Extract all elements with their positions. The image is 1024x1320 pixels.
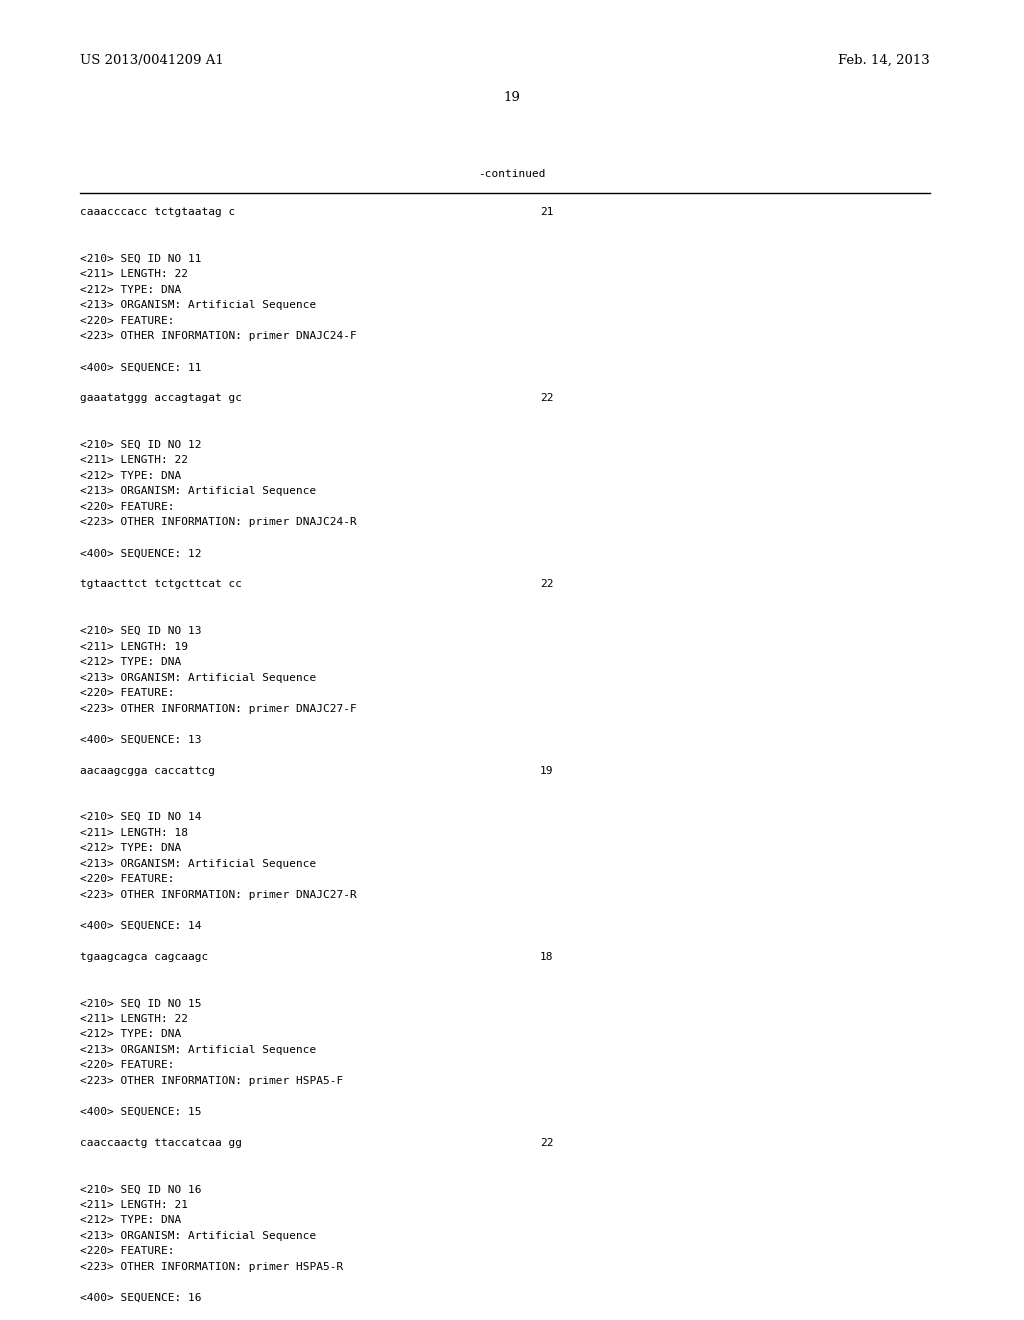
Text: <213> ORGANISM: Artificial Sequence: <213> ORGANISM: Artificial Sequence — [80, 1232, 316, 1241]
Text: <220> FEATURE:: <220> FEATURE: — [80, 874, 174, 884]
Text: <220> FEATURE:: <220> FEATURE: — [80, 315, 174, 326]
Text: gaaatatggg accagtagat gc: gaaatatggg accagtagat gc — [80, 393, 242, 404]
Text: <211> LENGTH: 18: <211> LENGTH: 18 — [80, 828, 187, 838]
Text: -continued: -continued — [478, 169, 546, 178]
Text: aacaagcgga caccattcg: aacaagcgga caccattcg — [80, 766, 215, 776]
Text: <212> TYPE: DNA: <212> TYPE: DNA — [80, 1216, 181, 1225]
Text: US 2013/0041209 A1: US 2013/0041209 A1 — [80, 54, 223, 66]
Text: <213> ORGANISM: Artificial Sequence: <213> ORGANISM: Artificial Sequence — [80, 1045, 316, 1055]
Text: <223> OTHER INFORMATION: primer DNAJC27-F: <223> OTHER INFORMATION: primer DNAJC27-… — [80, 704, 356, 714]
Text: <213> ORGANISM: Artificial Sequence: <213> ORGANISM: Artificial Sequence — [80, 673, 316, 682]
Text: tgtaacttct tctgcttcat cc: tgtaacttct tctgcttcat cc — [80, 579, 242, 590]
Text: <220> FEATURE:: <220> FEATURE: — [80, 688, 174, 698]
Text: <213> ORGANISM: Artificial Sequence: <213> ORGANISM: Artificial Sequence — [80, 859, 316, 869]
Text: <220> FEATURE:: <220> FEATURE: — [80, 1060, 174, 1071]
Text: <400> SEQUENCE: 15: <400> SEQUENCE: 15 — [80, 1107, 202, 1117]
Text: <213> ORGANISM: Artificial Sequence: <213> ORGANISM: Artificial Sequence — [80, 301, 316, 310]
Text: caaacccacc tctgtaatag c: caaacccacc tctgtaatag c — [80, 207, 236, 218]
Text: <210> SEQ ID NO 13: <210> SEQ ID NO 13 — [80, 626, 202, 636]
Text: <213> ORGANISM: Artificial Sequence: <213> ORGANISM: Artificial Sequence — [80, 487, 316, 496]
Text: <212> TYPE: DNA: <212> TYPE: DNA — [80, 843, 181, 853]
Text: <223> OTHER INFORMATION: primer HSPA5-R: <223> OTHER INFORMATION: primer HSPA5-R — [80, 1262, 343, 1272]
Text: <400> SEQUENCE: 16: <400> SEQUENCE: 16 — [80, 1294, 202, 1303]
Text: 22: 22 — [540, 579, 553, 590]
Text: <212> TYPE: DNA: <212> TYPE: DNA — [80, 471, 181, 480]
Text: <210> SEQ ID NO 15: <210> SEQ ID NO 15 — [80, 998, 202, 1008]
Text: <400> SEQUENCE: 11: <400> SEQUENCE: 11 — [80, 363, 202, 372]
Text: 21: 21 — [540, 207, 553, 218]
Text: caaccaactg ttaccatcaa gg: caaccaactg ttaccatcaa gg — [80, 1138, 242, 1148]
Text: <211> LENGTH: 21: <211> LENGTH: 21 — [80, 1200, 187, 1210]
Text: <223> OTHER INFORMATION: primer DNAJC27-R: <223> OTHER INFORMATION: primer DNAJC27-… — [80, 890, 356, 900]
Text: <220> FEATURE:: <220> FEATURE: — [80, 1246, 174, 1257]
Text: <210> SEQ ID NO 12: <210> SEQ ID NO 12 — [80, 440, 202, 450]
Text: 22: 22 — [540, 1138, 553, 1148]
Text: Feb. 14, 2013: Feb. 14, 2013 — [838, 54, 930, 66]
Text: <212> TYPE: DNA: <212> TYPE: DNA — [80, 1030, 181, 1039]
Text: 18: 18 — [540, 952, 553, 962]
Text: <400> SEQUENCE: 14: <400> SEQUENCE: 14 — [80, 921, 202, 931]
Text: <211> LENGTH: 22: <211> LENGTH: 22 — [80, 269, 187, 280]
Text: <212> TYPE: DNA: <212> TYPE: DNA — [80, 285, 181, 294]
Text: <210> SEQ ID NO 16: <210> SEQ ID NO 16 — [80, 1184, 202, 1195]
Text: <211> LENGTH: 22: <211> LENGTH: 22 — [80, 1014, 187, 1024]
Text: <220> FEATURE:: <220> FEATURE: — [80, 502, 174, 512]
Text: <211> LENGTH: 19: <211> LENGTH: 19 — [80, 642, 187, 652]
Text: <211> LENGTH: 22: <211> LENGTH: 22 — [80, 455, 187, 466]
Text: 19: 19 — [540, 766, 553, 776]
Text: <400> SEQUENCE: 13: <400> SEQUENCE: 13 — [80, 735, 202, 744]
Text: <400> SEQUENCE: 12: <400> SEQUENCE: 12 — [80, 549, 202, 558]
Text: <223> OTHER INFORMATION: primer DNAJC24-F: <223> OTHER INFORMATION: primer DNAJC24-… — [80, 331, 356, 342]
Text: <223> OTHER INFORMATION: primer DNAJC24-R: <223> OTHER INFORMATION: primer DNAJC24-… — [80, 517, 356, 528]
Text: <223> OTHER INFORMATION: primer HSPA5-F: <223> OTHER INFORMATION: primer HSPA5-F — [80, 1076, 343, 1086]
Text: <210> SEQ ID NO 11: <210> SEQ ID NO 11 — [80, 253, 202, 264]
Text: 22: 22 — [540, 393, 553, 404]
Text: <210> SEQ ID NO 14: <210> SEQ ID NO 14 — [80, 812, 202, 822]
Text: 19: 19 — [504, 91, 520, 103]
Text: tgaagcagca cagcaagc: tgaagcagca cagcaagc — [80, 952, 208, 962]
Text: <212> TYPE: DNA: <212> TYPE: DNA — [80, 657, 181, 667]
